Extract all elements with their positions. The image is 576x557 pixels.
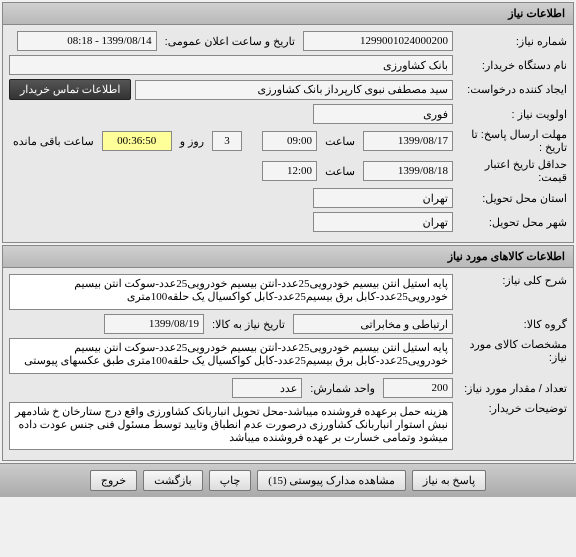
qty-label: تعداد / مقدار مورد نیاز:: [457, 382, 567, 395]
row-buyer-notes: توضیحات خریدار:: [9, 402, 567, 450]
qty-input: [383, 378, 453, 398]
days-left-input: [212, 131, 242, 151]
time-label-1: ساعت: [321, 135, 359, 148]
req-goods-label: مشخصات کالای مورد نیاز:: [457, 338, 567, 364]
buyer-notes-label: توضیحات خریدار:: [457, 402, 567, 415]
respond-button[interactable]: پاسخ به نیاز: [412, 470, 486, 491]
goods-info-body: شرح کلی نیاز: گروه کالا: تاریخ نیاز به ک…: [3, 268, 573, 460]
req-goods-textarea: [9, 338, 453, 374]
general-desc-textarea: [9, 274, 453, 310]
creator-label: ایجاد کننده درخواست:: [457, 83, 567, 96]
need-number-input: [303, 31, 453, 51]
public-announce-label: تاریخ و ساعت اعلان عمومی:: [161, 35, 299, 48]
goods-info-header: اطلاعات کالاهای مورد نیاز: [3, 246, 573, 268]
group-label: گروه کالا:: [457, 318, 567, 331]
row-creator: ایجاد کننده درخواست: اطلاعات تماس خریدار: [9, 79, 567, 100]
need-info-body: شماره نیاز: تاریخ و ساعت اعلان عمومی: نا…: [3, 25, 573, 242]
goods-info-panel: اطلاعات کالاهای مورد نیاز شرح کلی نیاز: …: [2, 245, 574, 461]
row-qty: تعداد / مقدار مورد نیاز: واحد شمارش:: [9, 378, 567, 398]
contact-buyer-button[interactable]: اطلاعات تماس خریدار: [9, 79, 131, 100]
footer-bar: پاسخ به نیاز مشاهده مدارک پیوستی (15) چا…: [0, 463, 576, 497]
min-valid-label: حداقل تاریخ اعتبار قیمت:: [457, 158, 567, 184]
min-valid-date-input: [363, 161, 453, 181]
city-input: [313, 212, 453, 232]
buyer-notes-textarea: [9, 402, 453, 450]
deadline-date-input: [363, 131, 453, 151]
time-left-label: ساعت باقی مانده: [9, 135, 98, 148]
row-req-goods: مشخصات کالای مورد نیاز:: [9, 338, 567, 374]
row-group: گروه کالا: تاریخ نیاز به کالا:: [9, 314, 567, 334]
priority-label: اولویت نیاز :: [457, 108, 567, 121]
row-org: نام دستگاه خریدار:: [9, 55, 567, 75]
need-number-label: شماره نیاز:: [457, 35, 567, 48]
priority-input: [313, 104, 453, 124]
row-priority: اولویت نیاز :: [9, 104, 567, 124]
group-input: [293, 314, 453, 334]
exit-button[interactable]: خروج: [90, 470, 137, 491]
need-date-label: تاریخ نیاز به کالا:: [208, 318, 289, 331]
min-valid-time-input: [262, 161, 317, 181]
org-name-label: نام دستگاه خریدار:: [457, 59, 567, 72]
unit-input: [232, 378, 302, 398]
need-date-input: [104, 314, 204, 334]
back-button[interactable]: بازگشت: [143, 470, 203, 491]
row-deadline: مهلت ارسال پاسخ: تا تاریخ : ساعت روز و س…: [9, 128, 567, 154]
unit-label: واحد شمارش:: [306, 382, 379, 395]
need-info-header: اطلاعات نیاز: [3, 3, 573, 25]
deadline-label: مهلت ارسال پاسخ: تا تاریخ :: [457, 128, 567, 154]
org-name-input: [9, 55, 453, 75]
need-info-panel: اطلاعات نیاز شماره نیاز: تاریخ و ساعت اع…: [2, 2, 574, 243]
row-city: شهر محل تحویل:: [9, 212, 567, 232]
time-left-input: [102, 131, 172, 151]
row-min-valid: حداقل تاریخ اعتبار قیمت: ساعت: [9, 158, 567, 184]
general-desc-label: شرح کلی نیاز:: [457, 274, 567, 287]
row-need-number: شماره نیاز: تاریخ و ساعت اعلان عمومی:: [9, 31, 567, 51]
print-button[interactable]: چاپ: [209, 470, 252, 491]
creator-input: [135, 80, 453, 100]
row-general-desc: شرح کلی نیاز:: [9, 274, 567, 310]
days-label: روز و: [176, 135, 208, 148]
row-province: استان محل تحویل:: [9, 188, 567, 208]
attachments-button[interactable]: مشاهده مدارک پیوستی (15): [257, 470, 406, 491]
province-input: [313, 188, 453, 208]
city-label: شهر محل تحویل:: [457, 216, 567, 229]
province-label: استان محل تحویل:: [457, 192, 567, 205]
public-announce-input: [17, 31, 157, 51]
time-label-2: ساعت: [321, 165, 359, 178]
deadline-time-input: [262, 131, 317, 151]
